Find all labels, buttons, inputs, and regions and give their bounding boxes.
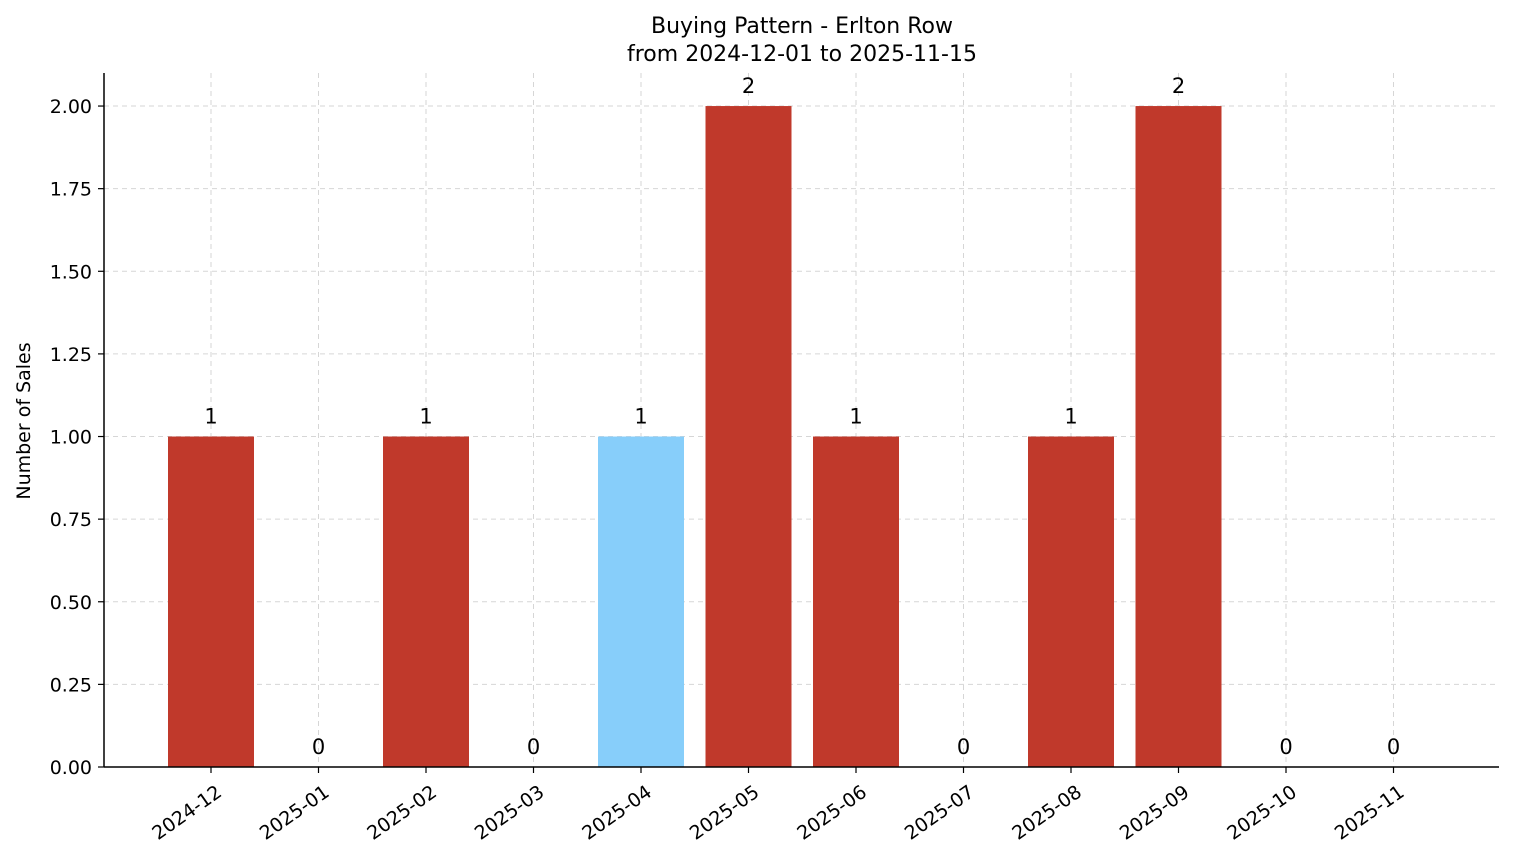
x-tick-label: 2025-07 [901,781,979,845]
data-labels: 1 0 1 0 1 2 1 0 1 2 0 0 [204,74,1400,759]
y-tick-label: 0.00 [50,757,92,779]
x-ticks: 2024-12 2025-01 2025-02 2025-03 2025-04 2025-… [148,767,1408,845]
bar-2025-02 [383,436,469,767]
x-tick-label: 2025-03 [471,781,549,845]
x-tick-label: 2025-11 [1331,781,1409,845]
bar-2025-06 [813,436,899,767]
x-tick-label: 2025-02 [363,781,441,845]
data-label: 0 [312,735,325,759]
x-tick-label: 2025-06 [793,781,871,845]
data-label: 1 [634,405,647,429]
bar-2025-05 [705,106,792,768]
x-tick-label: 2025-10 [1223,781,1301,845]
chart-title: Buying Pattern - Erlton Row [651,14,953,39]
axes [103,73,1499,768]
chart-subtitle: from 2024-12-01 to 2025-11-15 [627,42,977,67]
bar-2024-12 [168,436,254,767]
data-label: 0 [527,735,540,759]
y-tick-label: 0.75 [50,509,92,531]
data-label: 1 [1064,405,1077,429]
x-tick-label: 2025-04 [578,781,656,845]
data-label: 2 [1172,74,1185,98]
bar-2025-08 [1028,436,1114,767]
y-tick-label: 1.75 [50,179,92,201]
data-label: 1 [204,405,217,429]
y-tick-label: 0.25 [50,674,92,696]
y-tick-label: 1.25 [50,344,92,366]
y-tick-label: 2.00 [50,96,92,118]
x-tick-label: 2025-01 [256,781,334,845]
data-label: 0 [1279,735,1292,759]
x-tick-label: 2024-12 [148,781,226,845]
x-tick-label: 2025-05 [686,781,764,845]
data-label: 0 [957,735,970,759]
data-label: 1 [849,405,862,429]
x-tick-label: 2025-08 [1008,781,1086,845]
y-tick-label: 1.00 [50,427,92,449]
data-label: 0 [1387,735,1400,759]
bar-2025-09 [1135,106,1222,768]
y-axis-label: Number of Sales [13,342,35,499]
bar-2025-04 [598,436,684,767]
y-tick-label: 1.50 [50,261,92,283]
x-tick-label: 2025-09 [1116,781,1194,845]
grid-lines [104,73,1499,768]
data-label: 1 [419,405,432,429]
data-label: 2 [742,74,755,98]
y-ticks: 0.00 0.25 0.50 0.75 1.00 1.25 1.50 1.75 2.00 [50,96,104,779]
bars [168,106,1222,768]
y-tick-label: 0.50 [50,592,92,614]
